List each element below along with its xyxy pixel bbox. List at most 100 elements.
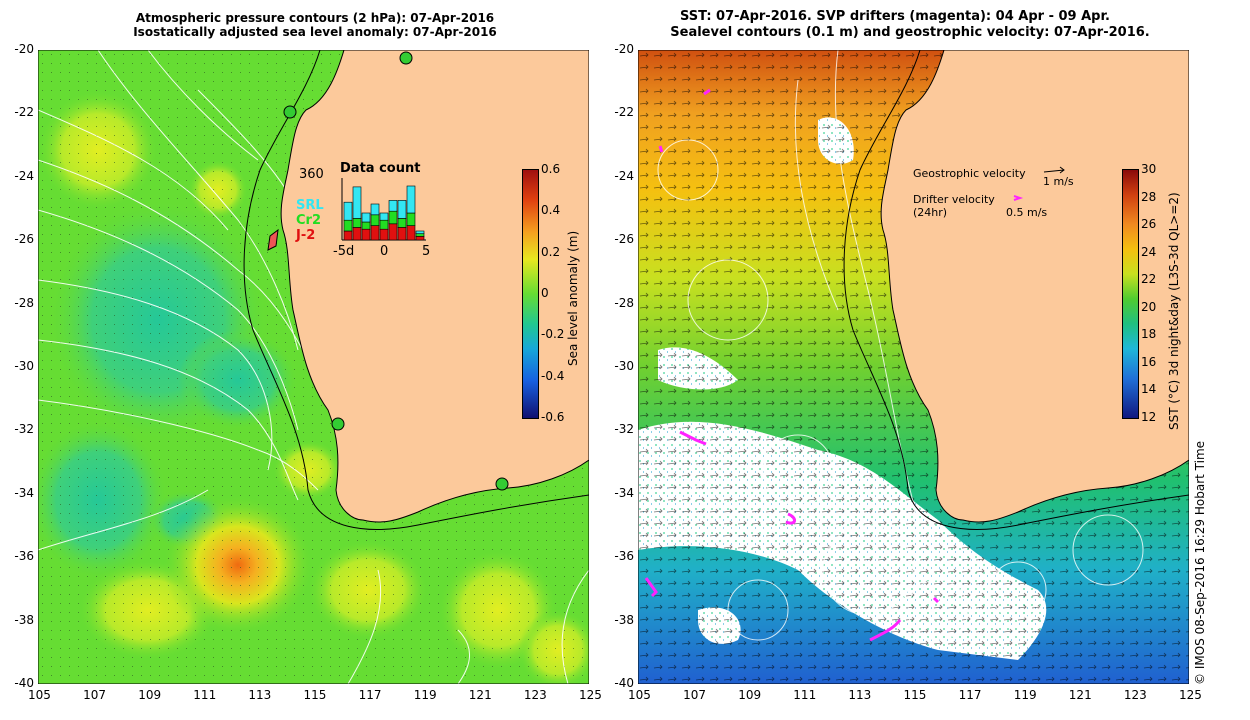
left-map (38, 50, 589, 684)
right-xtick-8: 121 (1068, 688, 1092, 702)
left-title-line2: Isostatically adjusted sea level anomaly… (133, 25, 497, 39)
drifter-velocity-arrow (1013, 195, 1024, 201)
geo-velocity-arrow (1043, 166, 1065, 174)
hist-bar (343, 201, 353, 221)
left-xtick-6: 117 (358, 688, 382, 702)
left-ytick-9: -38 (14, 612, 34, 627)
marker-city-3 (331, 417, 345, 431)
right-ytick-10: -40 (614, 676, 634, 690)
right-colorbar-label: SST (°C) 3d night&day (L3S-3d QL>=2) (1167, 192, 1181, 430)
right-cb-tick-2: 26 (1141, 217, 1157, 231)
right-ytick-7: -34 (614, 485, 634, 500)
right-xtick-10: 125 (1179, 688, 1202, 702)
left-xtick-1: 107 (83, 688, 106, 702)
land-australia-right (880, 50, 1189, 523)
left-cb-tick-3: 0 (541, 285, 549, 300)
left-ytick-8: -36 (14, 549, 34, 564)
hist-bar (415, 236, 425, 241)
right-cb-tick-5: 20 (1141, 299, 1157, 314)
data-count-title: Data count (340, 161, 421, 176)
right-title-line2: Sealevel contours (0.1 m) and geostrophi… (670, 25, 1150, 40)
right-ytick-0: -20 (614, 42, 634, 56)
right-xtick-5: 115 (903, 688, 927, 702)
left-ytick-2: -24 (14, 168, 34, 183)
right-colorbar (1122, 169, 1139, 419)
geo-velocity-scale: 1 m/s (1043, 175, 1074, 188)
marker-city-1 (283, 105, 297, 119)
credit-text: © IMOS 08-Sep-2016 16:29 Hobart Time (1193, 440, 1207, 685)
left-cb-tick-6: -0.6 (541, 409, 565, 424)
hist-bar (397, 227, 407, 241)
left-xtick-5: 115 (303, 688, 327, 702)
left-xtick-2: 109 (138, 688, 162, 702)
drifter-velocity-sub: (24hr) (913, 206, 948, 219)
hist-bar (397, 200, 407, 219)
hist-bar (352, 186, 362, 219)
marker-city-4 (495, 477, 509, 491)
left-xtick-7: 119 (413, 688, 437, 702)
right-xtick-1: 107 (683, 688, 706, 702)
hist-bar (352, 218, 362, 228)
right-xtick-4: 113 (848, 688, 872, 702)
data-count-histogram (341, 178, 426, 241)
left-colorbar-label: Sea level anomaly (m) (566, 230, 580, 366)
right-xtick-2: 109 (738, 688, 762, 702)
right-ytick-2: -24 (614, 168, 634, 183)
left-ytick-10: -40 (14, 676, 34, 690)
left-title-line1: Atmospheric pressure contours (2 hPa): 0… (135, 11, 495, 25)
hist-bar (406, 212, 416, 226)
left-xtick-9: 123 (523, 688, 547, 702)
hist-bar (370, 203, 380, 216)
right-cb-tick-4: 22 (1141, 272, 1157, 286)
left-ytick-3: -26 (14, 232, 34, 247)
left-xtick-8: 121 (468, 688, 492, 702)
hist-bar (343, 230, 353, 241)
right-xtick-0: 105 (628, 688, 651, 702)
hist-bar (370, 225, 380, 241)
right-cb-tick-7: 16 (1141, 354, 1157, 369)
legend-srl: SRL (296, 198, 324, 213)
svp-drifters (644, 88, 940, 642)
left-ytick-4: -28 (14, 295, 34, 310)
hist-bar (379, 219, 389, 230)
right-ytick-9: -38 (614, 612, 634, 627)
left-ytick-6: -32 (14, 422, 34, 437)
left-xtick-0: 105 (28, 688, 51, 702)
hist-bar (379, 228, 389, 241)
right-ytick-6: -32 (614, 422, 634, 437)
hist-bar (379, 212, 389, 221)
left-xtick-10: 125 (579, 688, 602, 702)
right-xtick-3: 111 (793, 688, 817, 702)
left-ytick-7: -34 (14, 485, 34, 500)
hist-bar (397, 218, 407, 228)
hist-xtick-2: 5 (422, 244, 431, 259)
hist-bar (361, 228, 371, 241)
hist-bar (361, 212, 371, 223)
right-ytick-5: -30 (614, 359, 634, 373)
hist-bar (388, 210, 398, 225)
hist-bar (343, 219, 353, 232)
left-xtick-3: 111 (193, 688, 217, 702)
left-cb-tick-0: 0.6 (541, 162, 561, 176)
right-xtick-7: 119 (1013, 688, 1037, 702)
right-cb-tick-8: 14 (1141, 382, 1157, 396)
right-title-line1: SST: 07-Apr-2016. SVP drifters (magenta)… (680, 9, 1110, 24)
hist-xtick-1: 0 (380, 244, 389, 259)
right-cb-tick-3: 24 (1141, 244, 1157, 259)
data-count-max: 360 (299, 167, 324, 182)
hist-bar (388, 223, 398, 241)
right-ytick-1: -22 (614, 105, 634, 120)
hist-bar (388, 200, 398, 212)
hist-bar (415, 230, 425, 235)
right-cb-tick-0: 30 (1141, 162, 1157, 176)
legend-j2: J-2 (296, 228, 316, 243)
right-map (638, 50, 1189, 684)
right-cb-tick-9: 12 (1141, 409, 1157, 424)
right-xtick-6: 117 (958, 688, 982, 702)
right-cb-tick-1: 28 (1141, 189, 1157, 204)
left-cb-tick-5: -0.4 (541, 368, 565, 383)
geo-velocity-label: Geostrophic velocity (913, 167, 1026, 180)
left-cb-tick-2: 0.2 (541, 244, 561, 259)
left-ytick-5: -30 (14, 359, 34, 373)
right-cb-tick-6: 18 (1141, 327, 1157, 341)
